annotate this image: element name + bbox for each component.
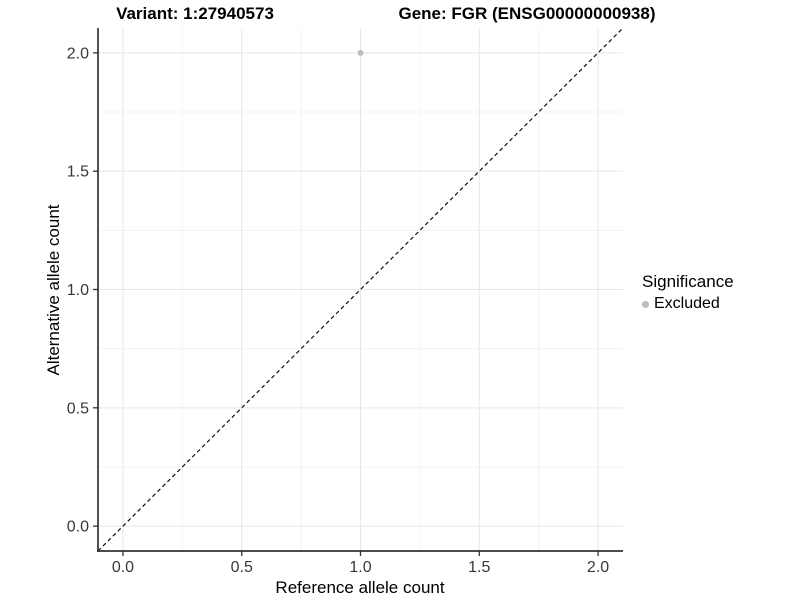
y-tick-label: 0.0 (67, 519, 89, 536)
y-tick-label: 1.0 (67, 282, 89, 299)
identity-reference-line (97, 27, 624, 552)
x-tick-label: 2.0 (587, 559, 609, 576)
legend-entry-label: Excluded (654, 295, 720, 312)
y-axis-title: Alternative allele count (44, 204, 63, 376)
y-tick-label: 2.0 (67, 45, 89, 62)
data-point-excluded (357, 49, 364, 56)
y-tick-label: 0.5 (67, 400, 89, 417)
x-tick-label: 1.5 (468, 559, 490, 576)
legend-entry-excluded: Excluded (642, 295, 734, 313)
x-tick-label: 1.0 (349, 559, 371, 576)
x-axis-title: Reference allele count (275, 578, 445, 597)
x-tick-label: 0.5 (231, 559, 253, 576)
x-tick-label: 0.0 (112, 559, 134, 576)
excluded-point-icon (642, 300, 649, 308)
y-tick-label: 1.5 (67, 164, 89, 181)
gene-title: Gene: FGR (ENSG00000000938) (398, 4, 656, 23)
variant-title: Variant: 1:27940573 (116, 4, 274, 23)
legend-title: Significance (642, 272, 734, 291)
legend: Significance Excluded (642, 272, 734, 313)
